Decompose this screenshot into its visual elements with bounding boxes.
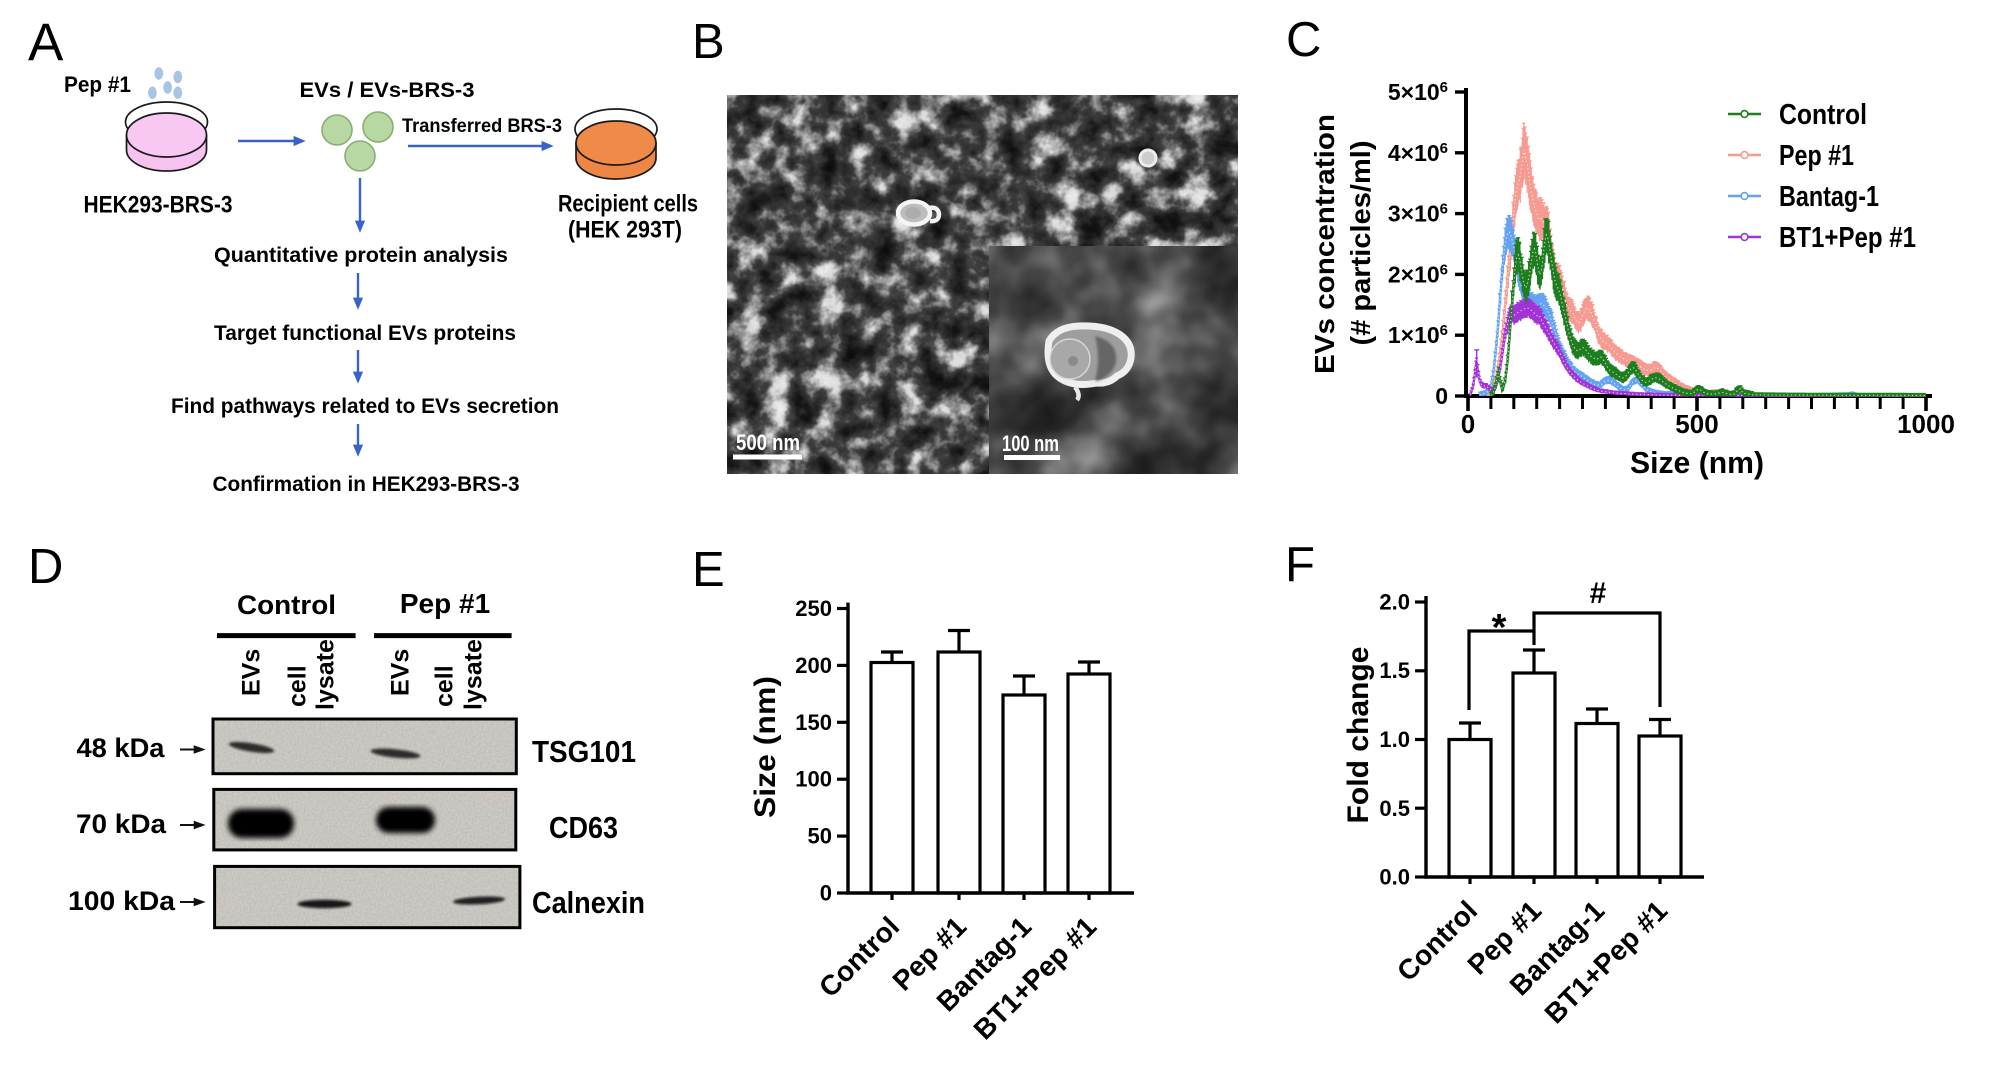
svg-text:Confirmation in HEK293-BRS-3: Confirmation in HEK293-BRS-3 (213, 473, 520, 496)
svg-text:5×106: 5×106 (1388, 79, 1448, 105)
svg-text:Target functional EVs proteins: Target functional EVs proteins (214, 322, 516, 345)
svg-text:500: 500 (1675, 409, 1718, 439)
svg-text:70 kDa: 70 kDa (76, 809, 167, 839)
svg-text:0: 0 (1435, 383, 1448, 409)
svg-text:0: 0 (820, 881, 832, 906)
svg-text:Control: Control (1779, 99, 1867, 131)
svg-text:100: 100 (795, 767, 832, 792)
svg-text:lysate: lysate (312, 639, 340, 710)
svg-text:TSG101: TSG101 (532, 734, 636, 769)
svg-text:250: 250 (795, 596, 832, 621)
svg-text:(HEK 293T): (HEK 293T) (568, 217, 682, 244)
svg-text:150: 150 (795, 710, 832, 735)
svg-text:Size (nm): Size (nm) (1630, 445, 1764, 480)
svg-text:EVs concentration: EVs concentration (1309, 114, 1340, 374)
svg-text:A: A (28, 13, 64, 72)
svg-text:cell: cell (431, 665, 459, 707)
svg-text:48 kDa: 48 kDa (77, 733, 166, 763)
svg-text:3×106: 3×106 (1388, 201, 1448, 227)
svg-text:100 kDa: 100 kDa (68, 886, 176, 916)
svg-text:Pep #1: Pep #1 (64, 72, 131, 97)
svg-text:BT1+Pep #1: BT1+Pep #1 (1779, 222, 1916, 254)
svg-text:#: # (1590, 577, 1607, 610)
svg-text:B: B (692, 15, 725, 69)
svg-text:Fold change: Fold change (1342, 647, 1375, 824)
svg-text:EVs: EVs (386, 649, 414, 696)
svg-text:200: 200 (795, 653, 832, 678)
svg-text:50: 50 (808, 824, 832, 849)
svg-text:Control: Control (237, 590, 336, 620)
svg-text:1.0: 1.0 (1379, 727, 1410, 752)
svg-text:Transferred BRS-3: Transferred BRS-3 (402, 115, 562, 137)
svg-text:EVs: EVs (238, 649, 266, 696)
svg-text:(# particles/ml): (# particles/ml) (1345, 141, 1376, 346)
svg-text:C: C (1286, 13, 1321, 67)
svg-text:4×106: 4×106 (1388, 140, 1448, 166)
svg-text:E: E (692, 543, 725, 597)
svg-text:500 nm: 500 nm (736, 430, 800, 455)
svg-text:1000: 1000 (1897, 409, 1955, 439)
svg-text:Size (nm): Size (nm) (749, 676, 782, 818)
svg-text:1×106: 1×106 (1388, 322, 1448, 348)
svg-text:cell: cell (284, 665, 312, 707)
svg-text:Calnexin: Calnexin (532, 885, 645, 920)
svg-text:HEK293-BRS-3: HEK293-BRS-3 (84, 192, 233, 219)
svg-text:2.0: 2.0 (1379, 590, 1410, 615)
svg-text:Recipient cells: Recipient cells (558, 191, 698, 218)
svg-text:0: 0 (1461, 409, 1475, 439)
svg-text:CD63: CD63 (549, 810, 618, 845)
svg-text:Quantitative protein analysis: Quantitative protein analysis (214, 244, 508, 267)
svg-text:0.0: 0.0 (1379, 865, 1410, 890)
svg-text:Bantag-1: Bantag-1 (1779, 181, 1879, 213)
svg-text:0.5: 0.5 (1379, 796, 1410, 821)
svg-text:EVs / EVs-BRS-3: EVs / EVs-BRS-3 (300, 79, 475, 102)
svg-text:Pep #1: Pep #1 (400, 588, 490, 619)
svg-text:1.5: 1.5 (1379, 658, 1410, 683)
svg-text:F: F (1285, 538, 1315, 592)
svg-text:D: D (28, 540, 63, 594)
svg-text:*: * (1492, 607, 1507, 649)
svg-text:100 nm: 100 nm (1002, 431, 1059, 456)
svg-text:2×106: 2×106 (1388, 261, 1448, 287)
svg-text:Find pathways related to EVs s: Find pathways related to EVs secretion (171, 395, 559, 418)
svg-text:lysate: lysate (460, 639, 488, 710)
svg-text:Pep #1: Pep #1 (1779, 140, 1854, 172)
